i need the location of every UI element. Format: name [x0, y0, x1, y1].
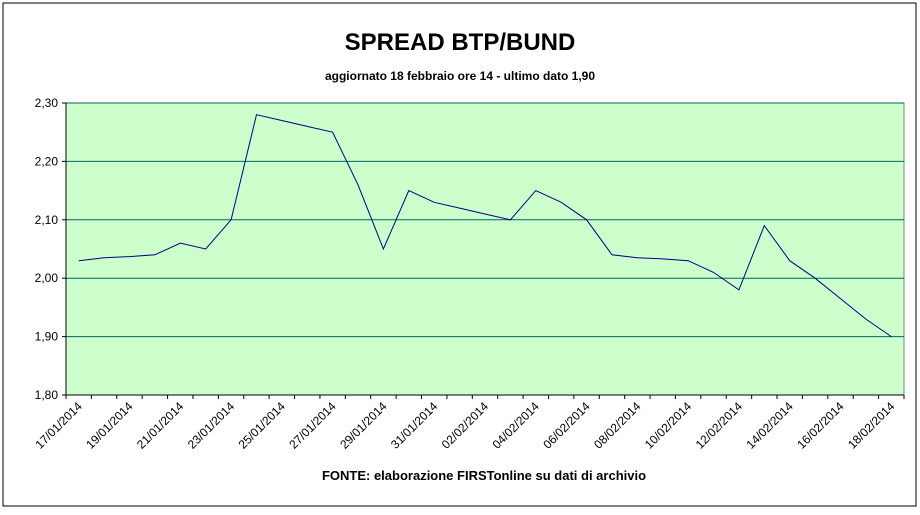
y-tick-label: 2,00 [35, 271, 59, 285]
source-note: FONTE: elaborazione FIRSTonline su dati … [322, 468, 646, 483]
y-tick-label: 1,90 [35, 330, 59, 344]
chart-title: SPREAD BTP/BUND [345, 29, 576, 56]
y-tick-label: 2,30 [35, 96, 59, 110]
y-tick-label: 1,80 [35, 388, 59, 402]
y-tick-label: 2,10 [35, 213, 59, 227]
plot-area [65, 102, 905, 396]
chart-subtitle: aggiornato 18 febbraio ore 14 - ultimo d… [325, 69, 595, 83]
data-line [78, 114, 892, 338]
y-tick-label: 2,20 [35, 154, 59, 168]
